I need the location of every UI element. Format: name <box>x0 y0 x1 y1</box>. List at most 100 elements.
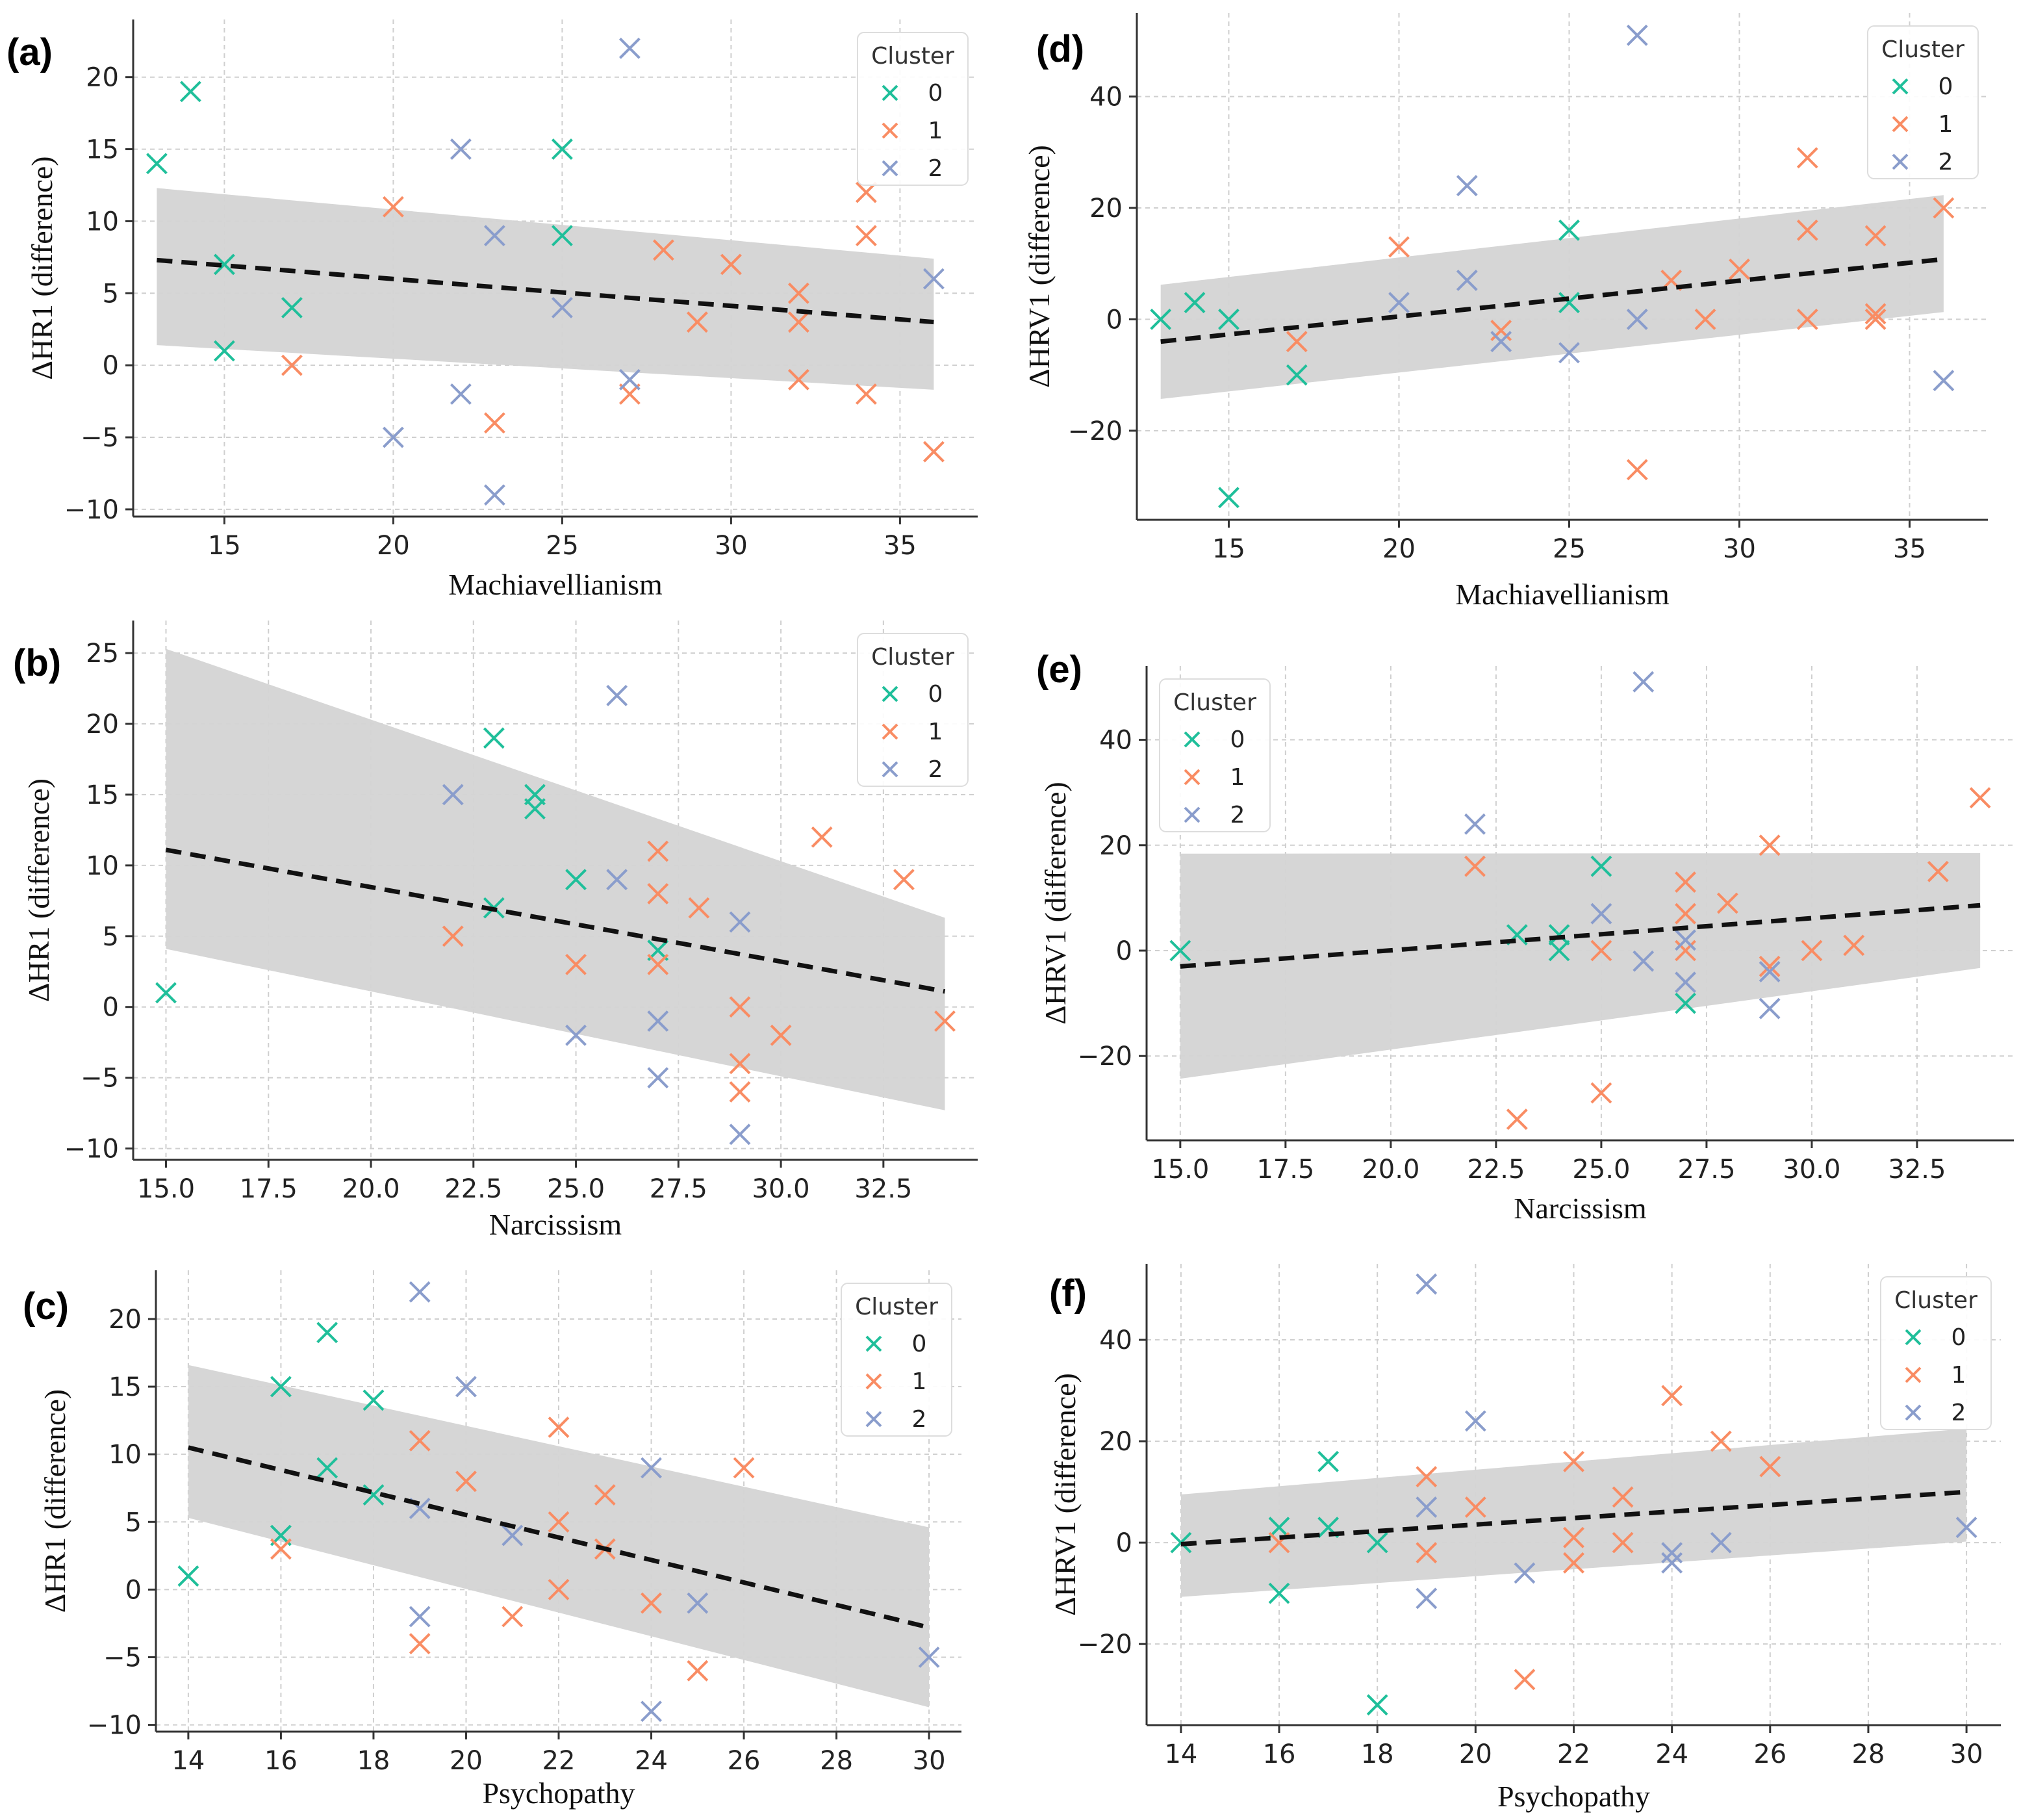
confidence-band <box>1180 852 1981 1079</box>
legend-label-cluster-0: 0 <box>912 1331 927 1357</box>
y-tick-label: 0 <box>103 993 119 1023</box>
x-tick-label: 20 <box>450 1746 483 1776</box>
data-point-cluster-2 <box>729 911 751 933</box>
x-tick-label: 15 <box>1212 534 1245 564</box>
legend-marker-cluster-1 <box>1184 769 1201 786</box>
legend-marker-cluster-2 <box>1905 1404 1922 1421</box>
x-tick-label: 25.0 <box>1572 1155 1630 1185</box>
data-point-cluster-1 <box>641 1592 662 1614</box>
data-point-cluster-1 <box>1710 1430 1732 1452</box>
x-axis-label: Narcissism <box>1514 1192 1647 1225</box>
legend-marker-cluster-0 <box>1905 1329 1922 1346</box>
data-point-cluster-1 <box>1675 940 1696 962</box>
x-tick-label: 14 <box>1164 1739 1197 1769</box>
x-tick-label: 14 <box>172 1746 205 1776</box>
panel-a: 15 20 25 30 35−10−505101520MachiavellianismΔ… <box>6 19 978 601</box>
data-point-cluster-2 <box>1675 971 1696 993</box>
legend: Cluster 0 1 2 <box>857 633 969 787</box>
panel-c: 14 16 18 20 22 24 26 28 30−10−505101520Psychopat… <box>23 1270 961 1810</box>
scatter-points <box>1170 1273 1977 1716</box>
legend-marker-cluster-2 <box>882 761 898 778</box>
data-point-cluster-1 <box>483 412 505 434</box>
data-point-cluster-1 <box>934 1010 956 1032</box>
data-point-cluster-0 <box>565 869 587 891</box>
y-tick-label: 40 <box>1089 83 1123 112</box>
data-point-cluster-1 <box>548 1578 570 1600</box>
panel-b: 15.0 17.5 20.0 22.5 25.0 27.5 30.0 32.5 −10 −5 0 5 1… <box>13 621 978 1241</box>
data-point-cluster-1 <box>1796 309 1818 330</box>
legend: Cluster 0 1 2 <box>857 32 969 186</box>
data-point-cluster-1 <box>1694 309 1716 330</box>
legend: Cluster 0 1 2 <box>841 1283 952 1437</box>
data-point-cluster-1 <box>1506 1109 1528 1130</box>
data-point-cluster-1 <box>687 1660 709 1682</box>
data-point-cluster-2 <box>483 484 505 506</box>
x-tick-label: 25 <box>1553 534 1586 564</box>
data-point-cluster-0 <box>1169 940 1191 962</box>
x-tick-label: 35 <box>883 531 917 561</box>
data-point-cluster-1 <box>455 1470 477 1493</box>
confidence-band <box>166 648 945 1110</box>
data-point-cluster-1 <box>729 1053 751 1075</box>
data-point-cluster-0 <box>177 1565 199 1587</box>
x-tick-label: 27.5 <box>1677 1155 1735 1185</box>
x-tick-label: 15.0 <box>137 1174 195 1204</box>
data-point-cluster-1 <box>565 953 587 975</box>
y-axis-label: ΔHRV1 (difference) <box>1049 1373 1082 1616</box>
y-tick-label: 5 <box>103 922 119 952</box>
x-tick-label: 30 <box>1950 1739 1983 1769</box>
data-point-cluster-0 <box>362 1484 385 1506</box>
x-axis-label: Psychopathy <box>1497 1780 1650 1813</box>
data-point-cluster-1 <box>1563 1552 1584 1574</box>
data-point-cluster-1 <box>1716 892 1738 914</box>
x-tick-label: 17.5 <box>240 1174 298 1204</box>
y-tick-label: 0 <box>1106 305 1123 335</box>
data-point-cluster-0 <box>146 153 168 175</box>
data-point-cluster-1 <box>1933 197 1955 219</box>
data-point-cluster-0 <box>1317 1450 1340 1472</box>
x-tick-label: 15.0 <box>1151 1155 1209 1185</box>
panel-label: (a) <box>6 31 53 73</box>
data-point-cluster-1 <box>855 383 877 405</box>
data-point-cluster-2 <box>1661 1542 1683 1564</box>
y-tick-label: −5 <box>81 1064 119 1094</box>
legend-label-cluster-2: 2 <box>1938 149 1953 175</box>
data-point-cluster-1 <box>770 1024 792 1046</box>
legend-marker-cluster-1 <box>865 1373 882 1390</box>
data-point-cluster-1 <box>688 897 710 919</box>
data-point-cluster-1 <box>594 1484 616 1506</box>
x-tick-label: 15 <box>208 531 241 561</box>
y-axis-label: ΔHR1 (difference) <box>22 778 55 1002</box>
y-tick-label: 0 <box>125 1575 142 1605</box>
confidence-band <box>1160 195 1944 399</box>
y-tick-label: 0 <box>1116 1528 1132 1558</box>
scatter-points <box>146 37 945 506</box>
data-point-cluster-2 <box>382 426 404 448</box>
regression-line <box>157 257 934 325</box>
data-point-cluster-2 <box>455 1376 477 1398</box>
y-tick-label: −20 <box>1078 1042 1132 1071</box>
data-point-cluster-2 <box>606 869 628 891</box>
data-point-cluster-2 <box>641 1700 662 1723</box>
x-tick-label: 30.0 <box>1783 1155 1840 1185</box>
legend-marker-cluster-1 <box>1892 116 1909 133</box>
data-point-cluster-1 <box>720 253 742 276</box>
scatter-points <box>177 1281 940 1723</box>
data-point-cluster-2 <box>1626 24 1648 46</box>
data-point-cluster-1 <box>1416 1466 1438 1488</box>
data-point-cluster-0 <box>551 225 573 247</box>
data-point-cluster-2 <box>565 1024 587 1046</box>
data-point-cluster-2 <box>729 1123 751 1146</box>
data-point-cluster-1 <box>1864 303 1887 325</box>
legend-box <box>1880 1276 1992 1430</box>
x-tick-label: 18 <box>1361 1739 1394 1769</box>
y-tick-label: 10 <box>108 1440 142 1470</box>
data-point-cluster-0 <box>1366 1532 1388 1554</box>
x-tick-label: 22 <box>542 1746 576 1776</box>
data-point-cluster-1 <box>1864 309 1887 330</box>
x-axis-label: Psychopathy <box>482 1776 635 1810</box>
data-point-cluster-1 <box>1416 1542 1438 1564</box>
legend-label-cluster-2: 2 <box>1951 1400 1966 1426</box>
y-axis-label: ΔHRV1 (difference) <box>1039 782 1072 1025</box>
panel-label: (d) <box>1036 28 1084 70</box>
